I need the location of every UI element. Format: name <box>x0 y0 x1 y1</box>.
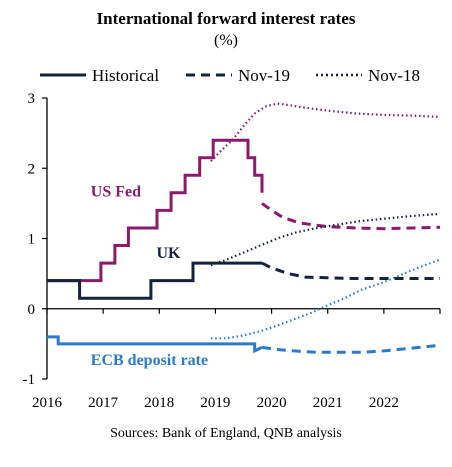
series-layer <box>47 102 441 354</box>
uk-dotted-line <box>210 212 441 267</box>
y-tick-label: 1 <box>28 232 36 248</box>
axes: 3 2 1 0 -1 2016 2017 2018 2019 2020 2021 2022 <box>23 91 441 411</box>
uk-series-label: UK <box>156 245 181 262</box>
us-dotted-line <box>210 102 441 162</box>
ecb-series-label: ECB deposit rate <box>91 352 208 369</box>
y-tick-label: -1 <box>23 372 36 388</box>
legend-label-historical: Historical <box>92 66 159 85</box>
ecb-solid-line <box>47 335 263 354</box>
x-tick-label: 2019 <box>200 395 230 411</box>
x-tick-label: 2018 <box>144 395 174 411</box>
x-tick-label: 2021 <box>313 395 343 411</box>
x-tick-label: 2016 <box>32 395 63 411</box>
chart-title: International forward interest rates <box>97 9 356 28</box>
y-tick-label: 0 <box>28 302 36 318</box>
y-tick-label: 2 <box>28 161 36 177</box>
ecb-dashed-line <box>261 343 441 354</box>
y-tick-label: 3 <box>28 91 36 107</box>
uk-solid-line <box>47 261 262 300</box>
legend-label-nov18: Nov-18 <box>368 66 420 85</box>
source-note: Sources: Bank of England, QNB analysis <box>110 426 342 441</box>
series-labels: US Fed UK ECB deposit rate <box>91 183 208 369</box>
x-tick-label: 2020 <box>257 395 287 411</box>
legend: Historical Nov-19 Nov-18 <box>40 66 420 85</box>
us-solid-line <box>47 138 264 283</box>
legend-label-nov19: Nov-19 <box>238 66 290 85</box>
x-tick-label: 2017 <box>88 395 119 411</box>
chart-subtitle: (%) <box>214 32 238 49</box>
us-series-label: US Fed <box>91 183 141 200</box>
x-tick-label: 2022 <box>369 395 399 411</box>
us-dashed-line <box>261 202 441 231</box>
uk-dashed-line <box>261 261 440 280</box>
ecb-dotted-line <box>210 258 441 340</box>
